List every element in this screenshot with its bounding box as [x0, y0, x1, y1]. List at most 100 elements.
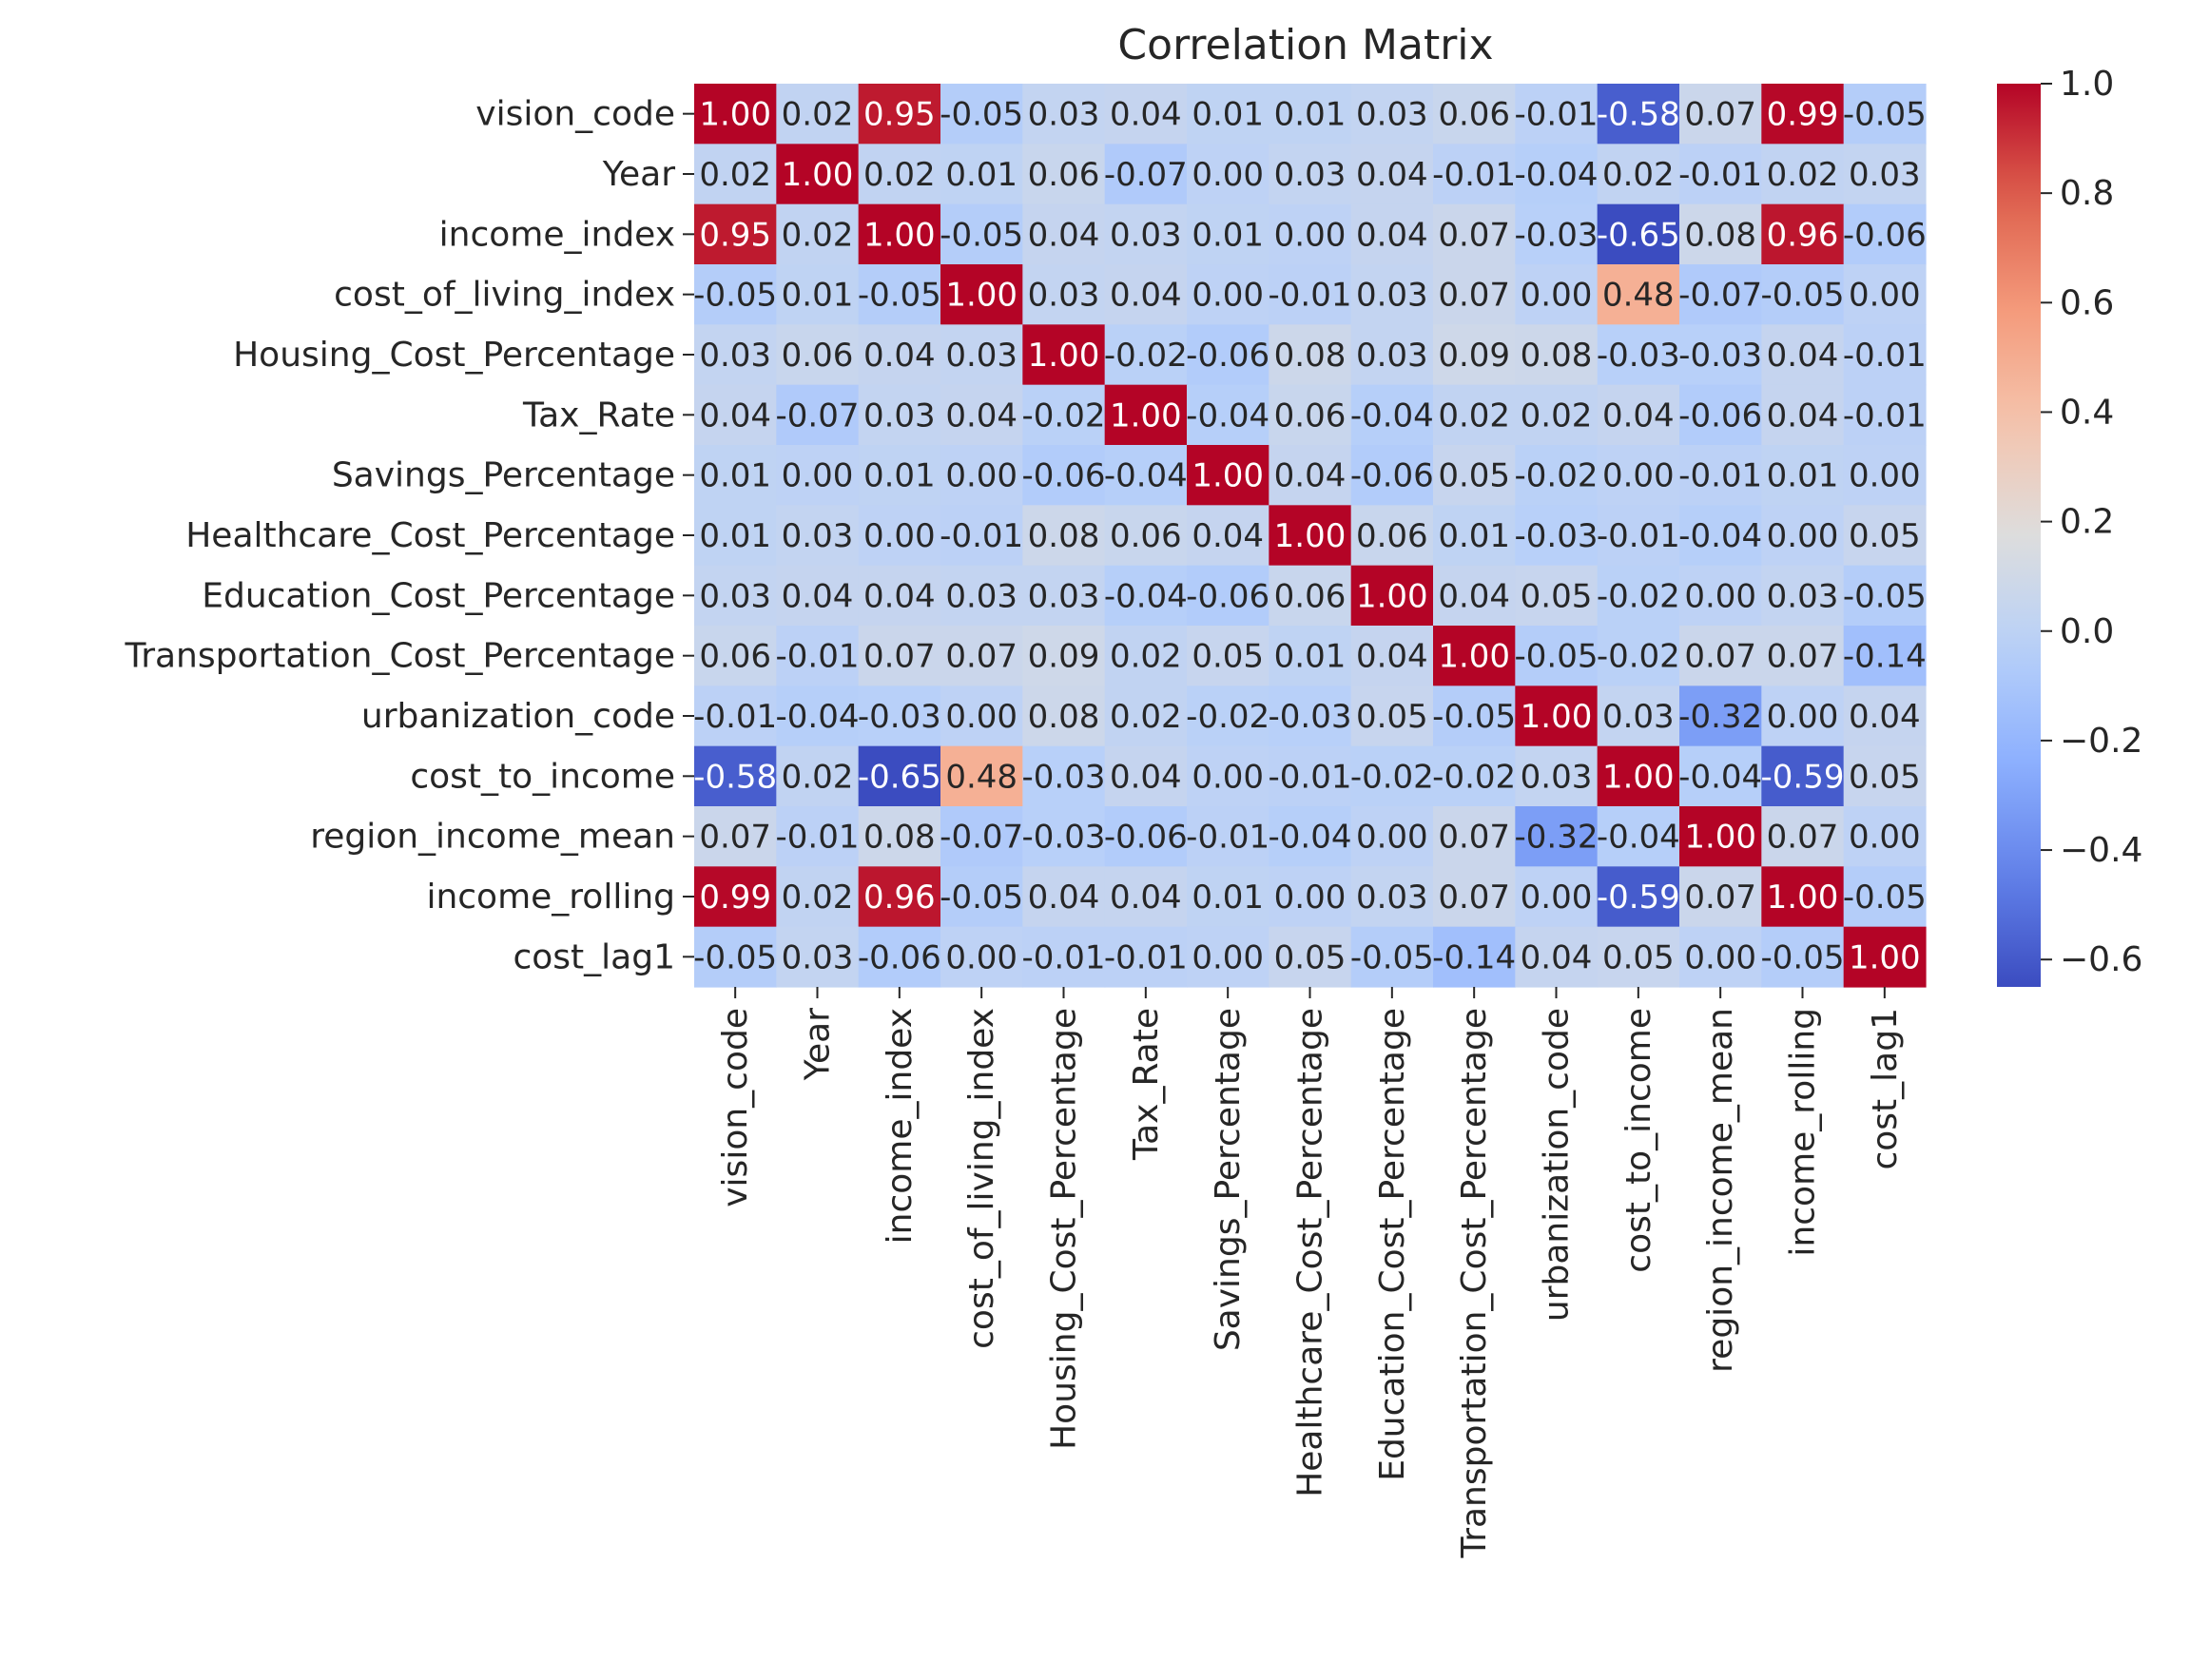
heatmap-cell [1843, 686, 1927, 747]
heatmap-cell [1187, 445, 1269, 506]
heatmap-cell [858, 505, 941, 567]
heatmap-cell [1104, 565, 1188, 627]
cell-value-label: 0.04 [1767, 396, 1839, 434]
cell-value-label: -0.14 [1843, 638, 1927, 676]
cell-value-label: -0.02 [1597, 638, 1680, 676]
heatmap-cell [1761, 324, 1845, 386]
cell-value-label: 0.00 [1602, 457, 1675, 495]
heatmap-cell [1433, 144, 1516, 205]
cell-value-label: -0.03 [1515, 216, 1599, 254]
cell-value-label: 0.06 [782, 337, 854, 375]
cell-value-label: 0.99 [699, 879, 771, 917]
cell-value-label: -0.01 [1022, 938, 1106, 976]
cell-value-label: -0.02 [1022, 396, 1106, 434]
heatmap-cell [1350, 324, 1434, 386]
cell-value-label: 0.00 [1684, 577, 1756, 615]
cell-value-label: 0.02 [863, 156, 936, 194]
cell-value-label: 0.00 [1849, 277, 1921, 315]
heatmap-cell [1679, 144, 1762, 205]
cell-value-label: 0.02 [782, 758, 854, 796]
cell-value-label: 0.96 [863, 879, 936, 917]
heatmap-cell [694, 144, 777, 205]
heatmap-cell [1679, 384, 1762, 446]
heatmap-cell [1269, 866, 1352, 928]
heatmap-cell [1433, 626, 1516, 686]
heatmap-cell [940, 384, 1023, 446]
cell-value-label: -0.03 [1597, 337, 1680, 375]
cell-value-label: 1.00 [782, 156, 854, 194]
cell-value-label: 0.07 [1684, 638, 1756, 676]
heatmap-cell [1022, 264, 1106, 325]
cell-value-label: 0.03 [782, 938, 854, 976]
heatmap-cell [940, 264, 1023, 325]
cell-value-label: 0.03 [1028, 277, 1100, 315]
heatmap-cell [1433, 203, 1516, 265]
heatmap-cell [1761, 866, 1845, 928]
cell-value-label: 0.01 [699, 457, 771, 495]
cell-value-label: -0.01 [1597, 517, 1680, 555]
heatmap-cell [1843, 264, 1927, 325]
heatmap-cell [1350, 144, 1434, 205]
heatmap-cell [1104, 745, 1188, 807]
cell-value-label: 0.04 [1356, 216, 1428, 254]
y-tick-label: Housing_Cost_Percentage [233, 336, 675, 375]
heatmap-cell [1843, 505, 1927, 567]
heatmap-cell [1761, 626, 1845, 686]
heatmap-cell [1515, 384, 1599, 446]
cell-value-label: 0.09 [1438, 337, 1510, 375]
heatmap-cell [1022, 866, 1106, 928]
heatmap-cell [1104, 203, 1188, 265]
heatmap-cell [1843, 84, 1927, 145]
heatmap-cell [694, 505, 777, 567]
heatmap-cell [1515, 445, 1599, 506]
cell-value-label: 0.01 [1767, 457, 1839, 495]
heatmap-cell [1433, 926, 1516, 988]
heatmap-cell [858, 144, 941, 205]
cell-value-label: -0.01 [776, 819, 860, 857]
heatmap-cell [1843, 866, 1927, 928]
cell-value-label: -0.03 [1515, 517, 1599, 555]
cell-value-label: -0.58 [693, 758, 777, 796]
heatmap-cell [1269, 626, 1352, 686]
cell-value-label: -0.07 [1678, 277, 1762, 315]
chart-title: Correlation Matrix [1117, 21, 1493, 69]
cell-value-label: 0.03 [1356, 879, 1428, 917]
cell-value-label: -0.05 [940, 879, 1023, 917]
heatmap-cell [694, 324, 777, 386]
x-tick-label: Tax_Rate [1127, 1008, 1166, 1161]
cell-value-label: -0.05 [693, 938, 777, 976]
cell-value-label: 0.06 [1356, 517, 1428, 555]
heatmap-cell [1761, 84, 1845, 145]
heatmap-cell [1433, 745, 1516, 807]
cell-value-label: -0.65 [858, 758, 941, 796]
cell-value-label: 0.01 [782, 277, 854, 315]
cell-value-label: -0.14 [1432, 938, 1516, 976]
heatmap-cell [1843, 445, 1927, 506]
heatmap-cell [1761, 806, 1845, 867]
heatmap-cell [1597, 505, 1680, 567]
cell-value-label: -0.04 [1186, 396, 1269, 434]
cell-value-label: -0.01 [1104, 938, 1188, 976]
cell-value-label: 0.03 [699, 337, 771, 375]
heatmap-cell [694, 84, 777, 145]
heatmap-cell [694, 565, 777, 627]
cell-value-label: -0.06 [1022, 457, 1106, 495]
x-tick-label: Savings_Percentage [1209, 1008, 1248, 1351]
cell-value-label: -0.06 [1843, 216, 1927, 254]
heatmap-cell [1679, 926, 1762, 988]
heatmap-cell [1022, 745, 1106, 807]
cell-value-label: 0.04 [1521, 938, 1593, 976]
heatmap-cell [858, 745, 941, 807]
cell-value-label: 0.48 [945, 758, 1017, 796]
x-tick-label: cost_to_income [1619, 1008, 1658, 1273]
x-tick-label: urbanization_code [1538, 1008, 1577, 1322]
x-tick-label: Education_Cost_Percentage [1373, 1008, 1412, 1481]
heatmap-cell [1843, 626, 1927, 686]
heatmap-cell [1350, 565, 1434, 627]
cell-value-label: 0.00 [1356, 819, 1428, 857]
heatmap-cell [1515, 565, 1599, 627]
heatmap-cell [1350, 384, 1434, 446]
cell-value-label: 0.00 [1767, 517, 1839, 555]
